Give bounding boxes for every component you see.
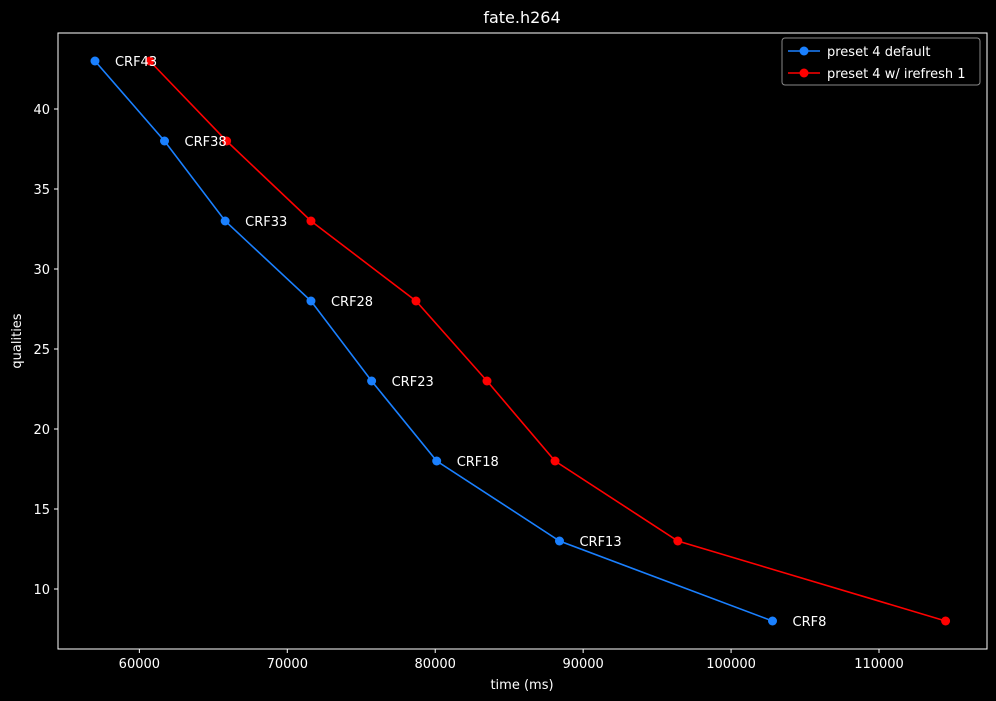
series-layer [90,56,951,626]
x-tick-label: 110000 [854,657,904,672]
point-annotation: CRF33 [245,215,287,230]
legend-marker [799,68,809,78]
point-annotation: CRF13 [579,535,621,550]
series-line [149,60,946,622]
x-tick-label: 60000 [119,657,160,672]
data-point [306,216,316,226]
data-point [768,616,778,626]
data-point [482,376,492,386]
point-annotation: CRF23 [392,375,434,390]
data-point [673,536,683,546]
y-tick-label: 10 [33,583,50,598]
series-line [94,60,773,622]
legend-label: preset 4 default [827,45,930,60]
x-tick-label: 80000 [415,657,456,672]
y-tick-label: 30 [33,263,50,278]
data-point [306,296,316,306]
data-point [554,536,564,546]
data-point [432,456,442,466]
x-tick-label: 90000 [562,657,603,672]
data-point [550,456,560,466]
y-tick-label: 20 [33,423,50,438]
legend-marker [799,46,809,56]
data-point [220,216,230,226]
series-2 [145,56,951,626]
y-axis-ticks: 10 15 20 25 30 35 40 [33,103,58,598]
x-axis-ticks: 60000 70000 80000 90000 100000 110000 [119,649,904,672]
y-axis-label: qualities [10,313,25,368]
y-tick-label: 15 [33,503,50,518]
data-point [90,56,100,66]
x-tick-label: 100000 [706,657,756,672]
point-annotation: CRF28 [331,295,373,310]
data-point [160,136,170,146]
y-tick-label: 25 [33,343,50,358]
y-tick-label: 40 [33,103,50,118]
data-point [145,56,155,66]
point-annotation: CRF38 [185,135,227,150]
data-point [941,616,951,626]
legend-label: preset 4 w/ irefresh 1 [827,67,966,82]
point-annotation: CRF8 [793,615,827,630]
data-point [222,136,232,146]
legend: preset 4 default preset 4 w/ irefresh 1 [781,37,981,86]
legend-box [781,37,981,86]
x-axis-label: time (ms) [490,678,553,693]
plot-frame [57,32,988,650]
data-point [411,296,421,306]
legend-item: preset 4 default [788,45,930,60]
legend-item: preset 4 w/ irefresh 1 [788,67,966,82]
point-annotation: CRF18 [457,455,499,470]
point-annotation: CRF43 [115,55,157,70]
chart-title: fate.h264 [483,8,560,27]
x-tick-label: 70000 [267,657,308,672]
annotation-layer: CRF43 CRF38 CRF33 CRF28 CRF23 CRF18 CRF13 CRF8 [115,55,826,630]
data-point [367,376,377,386]
series-1 [90,56,778,626]
y-tick-label: 35 [33,183,50,198]
